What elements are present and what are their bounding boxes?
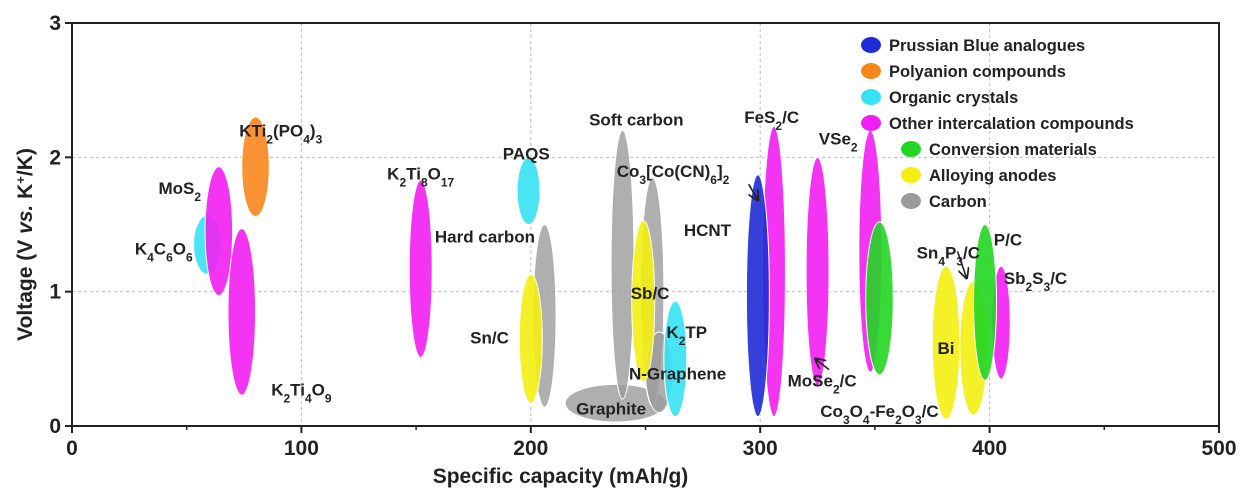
region-label-14: Graphite [576, 400, 646, 419]
region-label-6: Soft carbon [589, 111, 683, 130]
region-label-4: K2Ti8O17 [387, 164, 454, 189]
x-axis-title: Specific capacity (mAh/g) [433, 465, 689, 488]
y-tick-label-2: 2 [49, 146, 61, 169]
x-tick-label-0: 0 [66, 437, 78, 460]
legend-swatch-alloying [901, 167, 921, 183]
region-label-1: MoS2 [159, 179, 202, 204]
legend-entry-alloying: Alloying anodes [929, 167, 1056, 185]
region-alloying-17 [631, 219, 656, 383]
legend-swatch-polyanion [861, 63, 881, 79]
legend-entry-polyanion: Polyanion compounds [889, 63, 1066, 81]
region-label-2: K4C6O6 [135, 240, 193, 265]
legend-entry-conversion: Conversion materials [929, 141, 1097, 159]
region-label-21: Sb2S3/C [1004, 269, 1067, 294]
legend-entry-carbon: Carbon [929, 193, 987, 211]
region-prussian-20 [745, 174, 770, 418]
data-regions [193, 116, 1011, 423]
region-label-19: Sn4P3/C [917, 244, 980, 269]
x-tick-label-4: 400 [972, 437, 1007, 460]
region-label-17: MoSe2/C [788, 371, 857, 396]
x-tick-label-5: 500 [1201, 437, 1236, 460]
region-label-12: Sn/C [470, 328, 509, 347]
y-tick-label-1: 1 [49, 281, 61, 304]
region-intercalation-11 [408, 179, 433, 358]
legend-swatch-carbon [901, 193, 921, 209]
legend-swatch-organic [861, 89, 881, 105]
region-label-9: HCNT [684, 221, 732, 240]
x-tick-label-3: 300 [743, 437, 778, 460]
region-label-20: P/C [994, 230, 1022, 249]
y-tick-label-3: 3 [49, 12, 61, 35]
x-tick-label-1: 100 [284, 437, 319, 460]
region-label-0: KTi2(PO4)3 [239, 121, 322, 146]
arrow-sn4p3-c [956, 251, 966, 278]
legend-swatch-conversion [901, 141, 921, 157]
region-intercalation-10 [227, 228, 257, 396]
region-organic-8 [663, 300, 688, 418]
legend-entry-organic: Organic crystals [889, 89, 1018, 107]
region-label-13: N-Graphene [629, 365, 726, 384]
axes: 0 100 200 300 400 500 0 1 2 3 Specific capacity (m… [13, 12, 1237, 488]
x-tick-label-2: 200 [513, 437, 548, 460]
region-label-22: Bi [938, 339, 955, 358]
region-organic-7 [516, 156, 541, 226]
region-intercalation-13 [805, 156, 830, 387]
region-label-7: Co3[Co(CN)6]2 [617, 162, 730, 187]
region-alloying-16 [518, 273, 543, 404]
region-label-15: FeS2/C [744, 108, 799, 133]
region-label-5: PAQS [503, 144, 550, 163]
legend-swatch-intercalation [861, 115, 881, 131]
annotations [748, 183, 967, 371]
region-label-18: Co3O4-Fe2O3/C [820, 402, 938, 427]
region-label-8: Hard carbon [435, 228, 535, 247]
y-tick-label-0: 0 [49, 415, 61, 438]
region-conversion-22 [973, 224, 997, 381]
legend-entry-prussian: Prussian Blue analogues [889, 37, 1085, 55]
region-label-10: Sb/C [631, 284, 670, 303]
legend-swatch-prussian [861, 37, 881, 53]
region-label-16: VSe2 [819, 130, 858, 155]
region-conversion-21 [865, 221, 894, 376]
legend: Prussian Blue analogues Polyanion compoun… [861, 37, 1134, 211]
region-polyanion-5 [241, 116, 270, 217]
arrow-mose2-c [815, 359, 830, 371]
legend-entry-intercalation: Other intercalation compounds [889, 115, 1134, 133]
region-label-11: K2TP [666, 323, 707, 348]
region-intercalation-9 [204, 166, 234, 297]
region-label-3: K2Ti4O9 [271, 381, 332, 406]
arrow-co3-co-cn [748, 183, 758, 200]
y-axis-title: Voltage (V vs. K+/K) [13, 148, 38, 341]
region-labels: KTi2(PO4)3 MoS2 K4C6O6 K2Ti4O9 K2Ti8O17 PAQS S… [135, 108, 1067, 427]
grid-lines [72, 23, 1219, 426]
